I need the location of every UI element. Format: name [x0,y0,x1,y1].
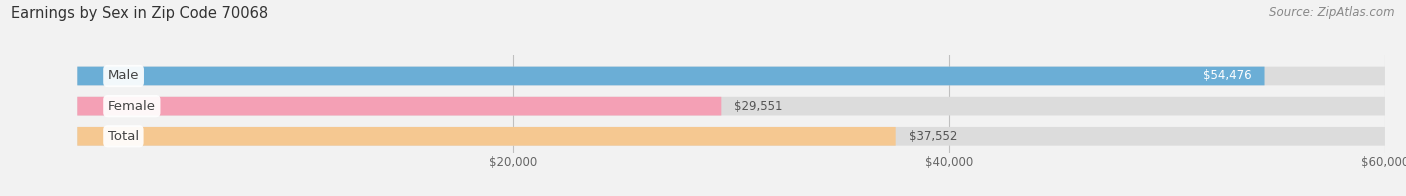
Text: Total: Total [108,130,139,143]
Text: Earnings by Sex in Zip Code 70068: Earnings by Sex in Zip Code 70068 [11,6,269,21]
FancyBboxPatch shape [77,127,1385,146]
FancyBboxPatch shape [77,97,1385,115]
Text: $54,476: $54,476 [1202,70,1251,83]
Text: $29,551: $29,551 [734,100,783,113]
FancyBboxPatch shape [77,127,896,146]
Text: Male: Male [108,70,139,83]
Text: Source: ZipAtlas.com: Source: ZipAtlas.com [1270,6,1395,19]
FancyBboxPatch shape [77,97,721,115]
Text: Female: Female [108,100,156,113]
FancyBboxPatch shape [77,67,1385,85]
Text: $37,552: $37,552 [908,130,957,143]
FancyBboxPatch shape [77,67,1264,85]
